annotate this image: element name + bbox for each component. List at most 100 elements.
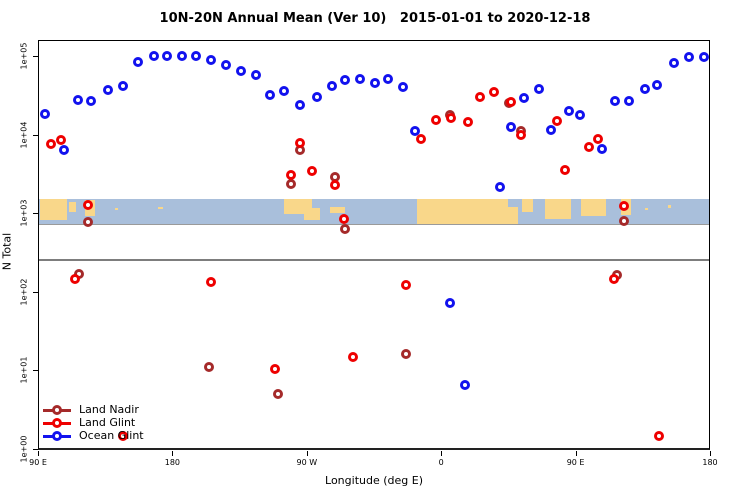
legend-circle-marker: [52, 431, 62, 441]
reference-line: [39, 259, 709, 262]
data-point-land-glint: [338, 213, 349, 224]
y-tick-mark: [33, 291, 38, 293]
data-point-land-glint: [592, 133, 603, 144]
data-point-land-glint: [329, 179, 340, 190]
map-land-patch: [40, 199, 68, 221]
data-point-land-glint: [489, 87, 500, 98]
data-point-ocean-glint: [39, 109, 50, 120]
y-tick-mark: [33, 449, 38, 450]
data-point-land-glint: [117, 431, 128, 442]
x-tick-mark: [306, 451, 308, 456]
data-point-land-nadir: [272, 388, 283, 399]
data-point-land-glint: [608, 273, 619, 284]
data-point-ocean-glint: [596, 143, 607, 154]
x-axis-title: Longitude (deg E): [325, 474, 423, 487]
data-point-ocean-glint: [205, 54, 216, 65]
x-tick-label: 90 E: [29, 458, 47, 467]
data-point-ocean-glint: [668, 58, 679, 69]
data-point-ocean-glint: [652, 80, 663, 91]
data-point-ocean-glint: [574, 109, 585, 120]
legend-circle-marker: [52, 405, 62, 415]
data-point-land-glint: [653, 431, 664, 442]
y-axis-title: N Total: [0, 232, 14, 271]
data-point-land-glint: [619, 201, 630, 212]
x-tick-label: 180: [164, 458, 181, 467]
data-point-land-glint: [269, 364, 280, 375]
y-tick-mark: [33, 370, 38, 372]
data-point-ocean-glint: [326, 80, 337, 91]
x-tick-mark: [710, 451, 711, 456]
map-land-patch: [545, 199, 571, 219]
x-tick-label: 180: [702, 458, 718, 467]
data-point-ocean-glint: [564, 106, 575, 117]
data-point-land-glint: [583, 141, 594, 152]
y-tick-label: 1e+00: [19, 435, 29, 463]
data-point-ocean-glint: [340, 74, 351, 85]
data-point-land-glint: [516, 129, 527, 140]
data-point-land-glint: [69, 273, 80, 284]
data-point-ocean-glint: [410, 125, 421, 136]
data-point-ocean-glint: [459, 380, 470, 391]
legend-label: Land Glint: [79, 416, 136, 429]
plot-area: Land Nadir Land Glint Ocean Glint: [38, 40, 710, 450]
data-point-ocean-glint: [190, 50, 201, 61]
y-tick-label: 1e+05: [19, 42, 29, 70]
data-point-land-glint: [431, 114, 442, 125]
data-point-ocean-glint: [102, 84, 113, 95]
data-point-land-glint: [416, 133, 427, 144]
data-point-land-glint: [462, 117, 473, 128]
y-tick-label: 1e+01: [19, 356, 29, 384]
data-point-land-nadir: [286, 179, 297, 190]
data-point-land-glint: [307, 165, 318, 176]
data-point-ocean-glint: [610, 95, 621, 106]
x-tick-label: 0: [438, 458, 444, 467]
legend-label: Land Nadir: [79, 403, 139, 416]
data-point-land-glint: [295, 137, 306, 148]
data-point-land-nadir: [619, 215, 630, 226]
data-point-ocean-glint: [505, 121, 516, 132]
data-point-land-glint: [446, 113, 457, 124]
data-point-land-glint: [474, 91, 485, 102]
data-point-ocean-glint: [250, 70, 261, 80]
data-point-ocean-glint: [683, 52, 694, 62]
data-point-ocean-glint: [370, 77, 380, 88]
data-point-ocean-glint: [398, 82, 409, 93]
data-point-ocean-glint: [623, 95, 634, 106]
data-point-land-nadir: [204, 361, 215, 372]
map-land-patch: [581, 199, 607, 217]
data-point-ocean-glint: [698, 52, 709, 62]
x-tick-label: 90 E: [566, 458, 585, 467]
world-map-strip: [39, 199, 709, 225]
data-point-ocean-glint: [59, 144, 70, 155]
data-point-ocean-glint: [519, 92, 530, 103]
data-point-ocean-glint: [162, 50, 173, 61]
data-point-ocean-glint: [117, 80, 128, 91]
map-land-patch: [158, 206, 163, 210]
data-point-ocean-glint: [177, 50, 188, 61]
x-tick-mark: [38, 451, 39, 456]
data-point-land-nadir: [83, 216, 94, 227]
data-point-ocean-glint: [235, 66, 246, 77]
data-point-ocean-glint: [383, 74, 394, 85]
map-land-patch: [506, 206, 519, 224]
data-point-ocean-glint: [278, 85, 289, 96]
data-point-land-glint: [559, 165, 570, 175]
data-point-ocean-glint: [295, 99, 306, 110]
map-land-patch: [304, 207, 320, 221]
legend-label: Ocean Glint: [79, 429, 144, 442]
map-land-patch: [68, 201, 76, 212]
data-point-land-glint: [347, 352, 358, 363]
data-point-land-glint: [83, 199, 94, 210]
data-point-ocean-glint: [86, 95, 97, 106]
data-point-land-glint: [45, 139, 56, 150]
data-point-ocean-glint: [220, 60, 231, 71]
data-point-land-nadir: [340, 223, 351, 234]
y-tick-mark: [33, 56, 38, 57]
y-tick-mark: [33, 134, 38, 136]
chart-title: 10N-20N Annual Mean (Ver 10) 2015-01-01 …: [159, 11, 591, 26]
map-land-patch: [522, 199, 534, 212]
map-land-patch: [330, 206, 346, 213]
data-point-land-glint: [552, 115, 563, 126]
map-land-patch: [416, 199, 508, 224]
